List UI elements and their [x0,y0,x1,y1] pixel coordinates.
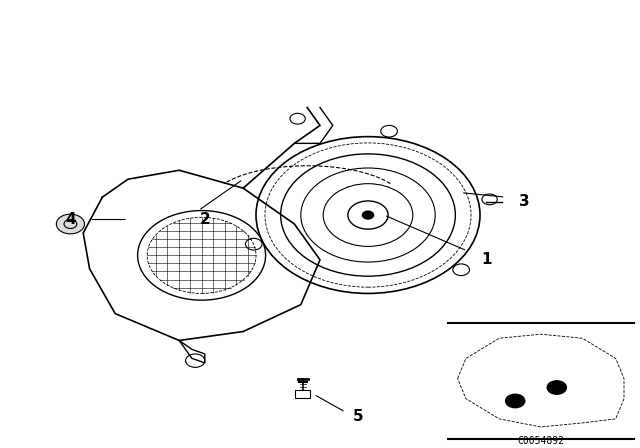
Text: 5: 5 [353,409,364,424]
Text: 2: 2 [200,212,210,227]
Text: 1: 1 [481,252,492,267]
Text: C0054892: C0054892 [517,436,564,446]
Circle shape [506,394,525,408]
Circle shape [56,214,84,234]
Circle shape [362,211,374,219]
Text: 4: 4 [65,212,76,227]
Circle shape [547,381,566,394]
Text: 3: 3 [520,194,530,209]
Bar [295,390,310,398]
